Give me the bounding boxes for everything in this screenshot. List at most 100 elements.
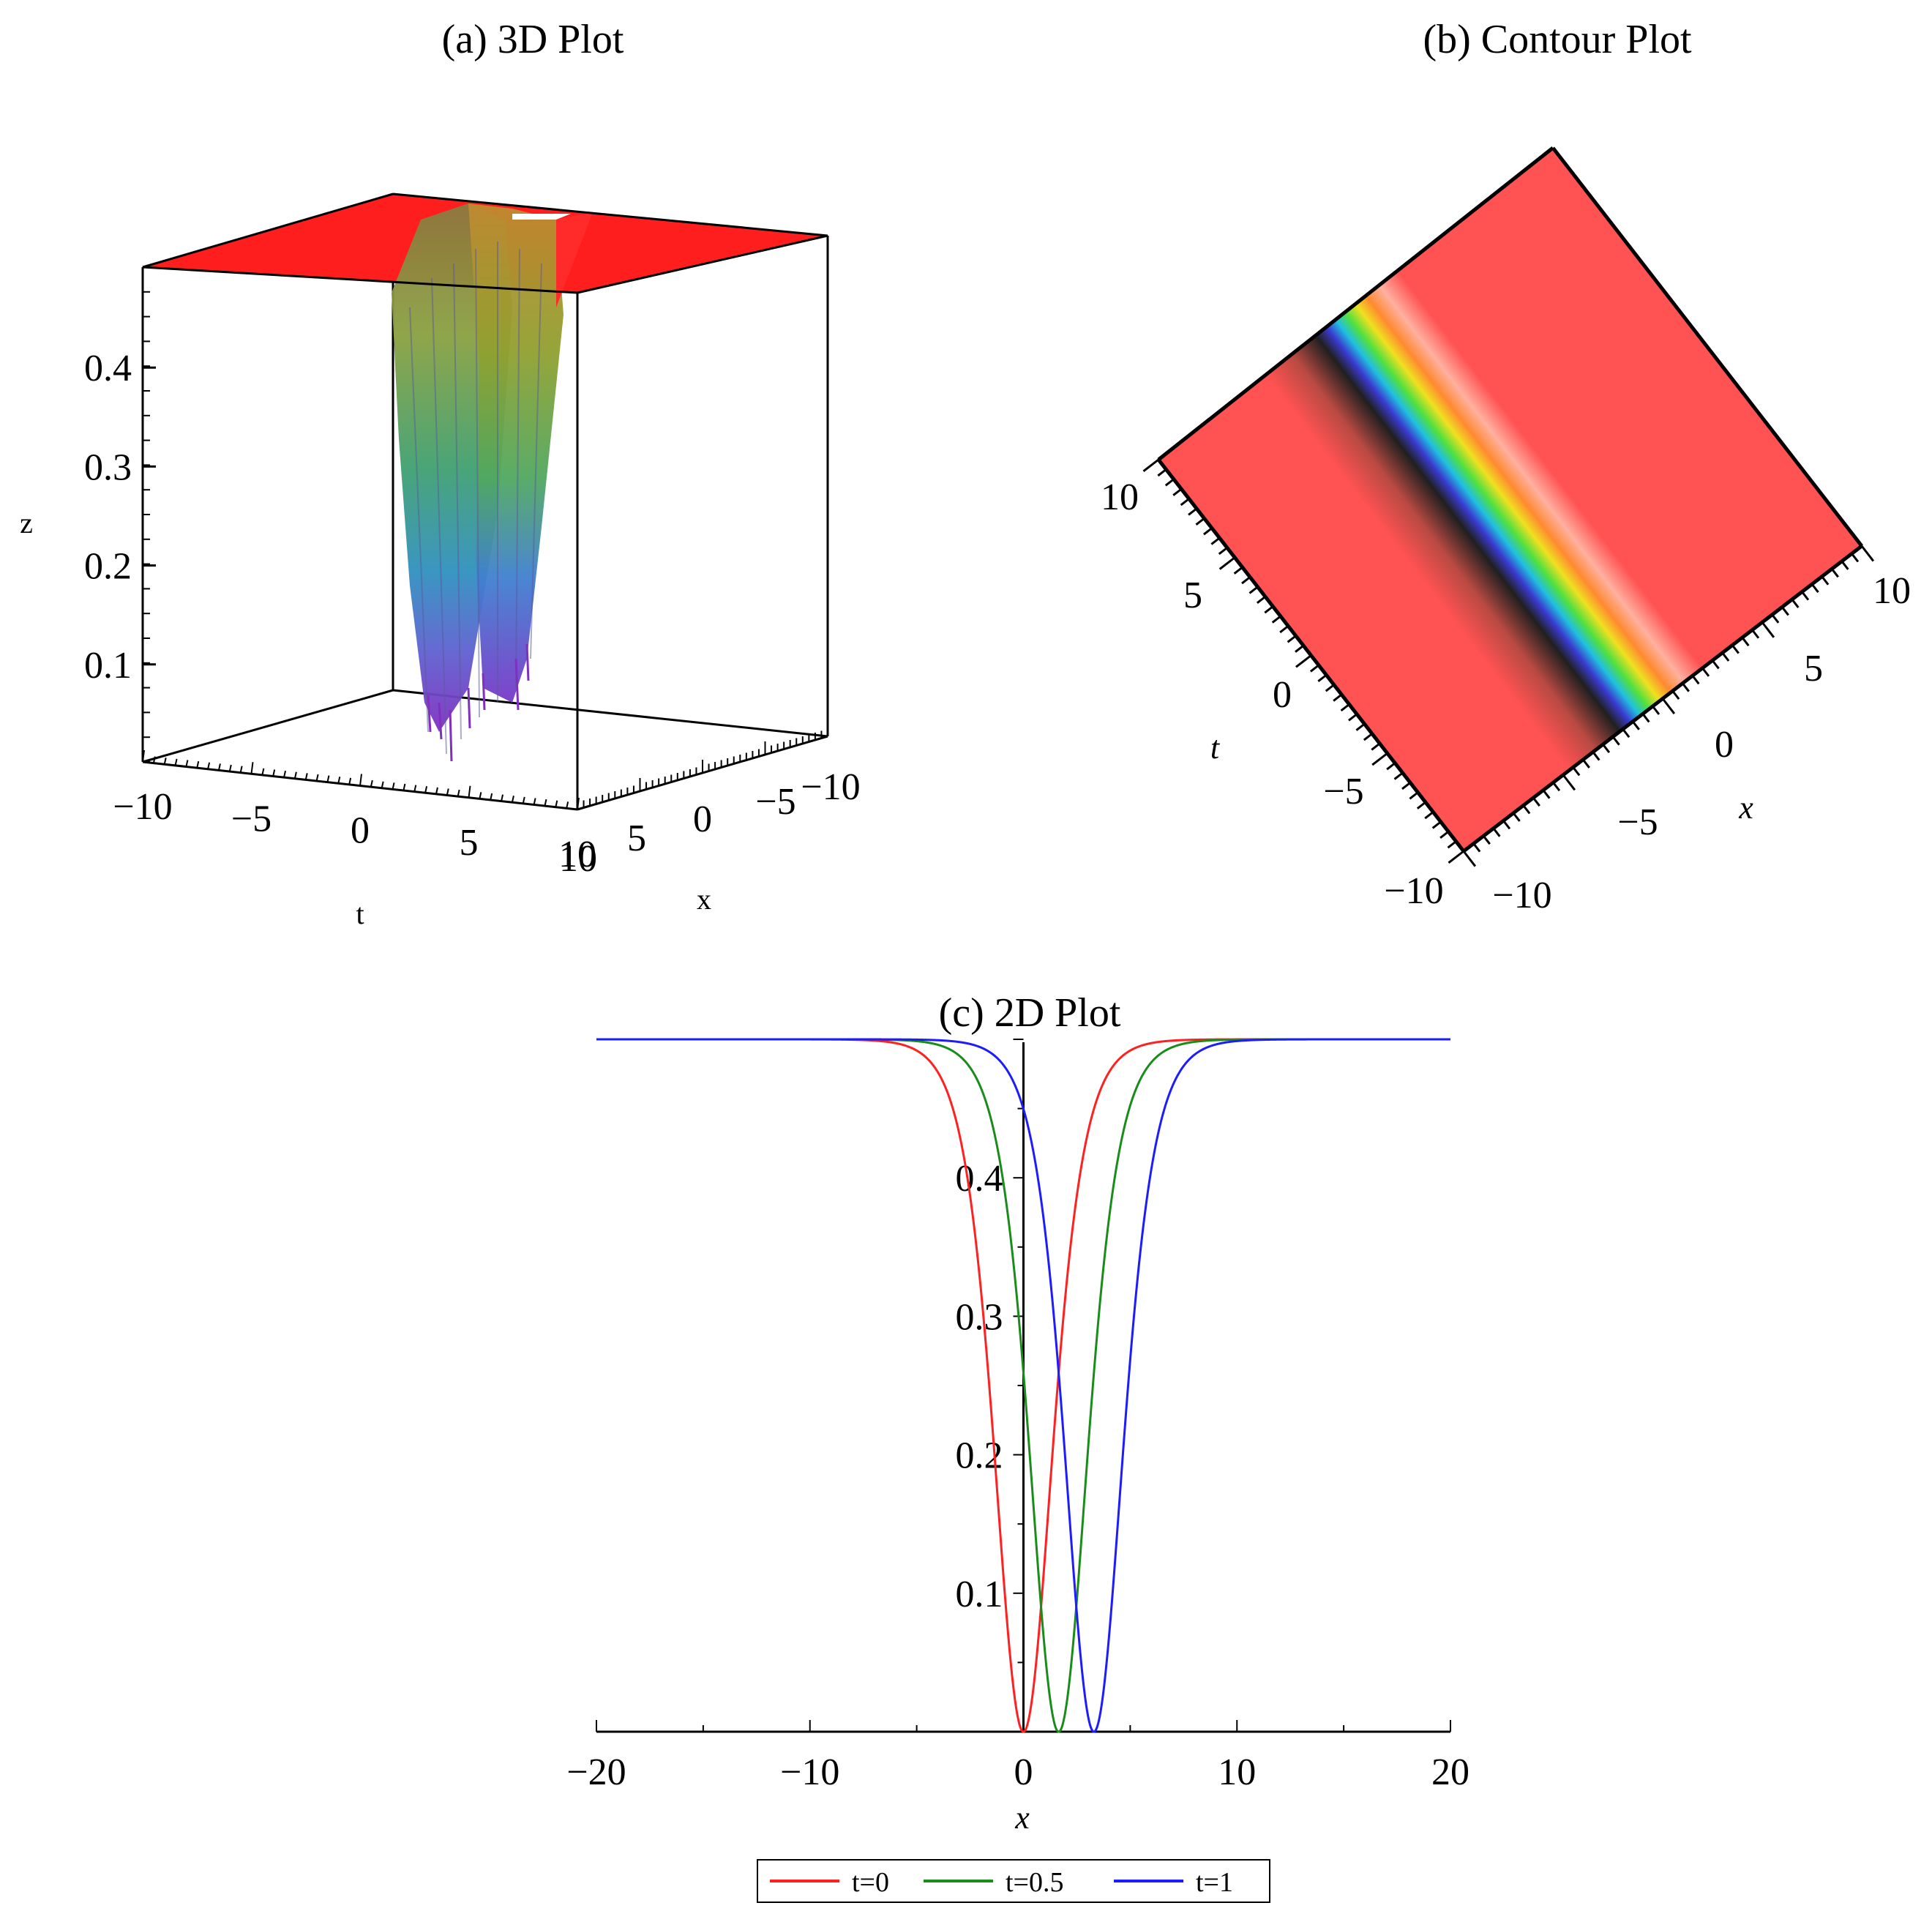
panel-c-series bbox=[596, 1038, 1450, 1733]
x-tick bbox=[1462, 850, 1477, 867]
contour-t-tick-label: 5 bbox=[1183, 575, 1202, 616]
x-tick bbox=[1821, 575, 1830, 586]
x-tick-label: −20 bbox=[566, 1751, 626, 1793]
contour-t-axis-label: t bbox=[1210, 730, 1221, 766]
t-tick bbox=[1295, 654, 1312, 668]
t-tick bbox=[1241, 576, 1251, 585]
x-tick bbox=[1641, 713, 1650, 723]
surface-spikes bbox=[427, 643, 530, 762]
x-tick bbox=[1652, 706, 1660, 715]
t-minor-tick bbox=[250, 762, 254, 774]
contour-t-tick-label: −5 bbox=[1323, 771, 1363, 812]
t-minor-tick bbox=[381, 781, 384, 788]
t-tick bbox=[1264, 605, 1274, 614]
x-tick-label: 10 bbox=[1218, 1751, 1256, 1793]
x-tick bbox=[1592, 751, 1600, 761]
t-minor-tick bbox=[261, 768, 265, 776]
t-minor-tick bbox=[446, 788, 449, 796]
t-minor-tick bbox=[370, 779, 373, 788]
t-minor-tick bbox=[511, 796, 514, 803]
x-tick bbox=[1671, 690, 1680, 700]
t-tick bbox=[1180, 498, 1190, 506]
panel-a-title: (a) 3D Plot bbox=[442, 17, 624, 62]
legend-box bbox=[757, 1859, 1270, 1903]
z-tick-label: 0.3 bbox=[84, 446, 132, 488]
t-minor-tick bbox=[468, 785, 471, 798]
t-minor-tick bbox=[522, 796, 525, 804]
z-tick-label: 0.4 bbox=[84, 348, 132, 389]
contour-x-tick-label: −5 bbox=[1617, 801, 1658, 843]
t-tick bbox=[1271, 615, 1281, 624]
x-tick bbox=[1572, 766, 1581, 777]
contour-t-tick-label: −10 bbox=[1384, 870, 1443, 912]
t-tick bbox=[1431, 820, 1442, 829]
x-tick bbox=[1781, 606, 1789, 616]
panel-3d-plot: (a) 3D Plot bbox=[20, 17, 861, 930]
x-tick bbox=[1791, 599, 1800, 608]
t-minor-tick bbox=[163, 758, 167, 765]
contour-x-tick-label: −10 bbox=[1492, 875, 1551, 916]
contour-x-axis-label: x bbox=[1738, 790, 1753, 826]
t-tick bbox=[1202, 527, 1213, 536]
x-tick-label: 5 bbox=[627, 818, 646, 859]
t-tick-label: 5 bbox=[460, 822, 479, 864]
t-minor-tick bbox=[142, 749, 145, 763]
x-tick bbox=[1721, 652, 1730, 662]
x-tick bbox=[1542, 789, 1551, 799]
surface-mesh-lines bbox=[409, 242, 542, 755]
x-tick bbox=[1602, 744, 1611, 754]
x-tick-label: 20 bbox=[1431, 1751, 1469, 1793]
t-axis-label: t bbox=[356, 897, 364, 930]
t-tick bbox=[1295, 644, 1304, 653]
x-tick-label: 0 bbox=[1014, 1751, 1033, 1793]
t-tick-label: 0 bbox=[351, 810, 370, 852]
plot-x-axis-label: x bbox=[1014, 1800, 1030, 1836]
x-tick-label: −10 bbox=[780, 1751, 839, 1793]
x-tick bbox=[1831, 568, 1839, 578]
x-tick bbox=[1801, 591, 1810, 601]
t-minor-tick bbox=[315, 774, 319, 782]
legend-label: t=0 bbox=[852, 1867, 889, 1898]
t-tick bbox=[1355, 722, 1366, 731]
contour-x-tick-label: 10 bbox=[1873, 570, 1911, 612]
t-tick bbox=[1233, 566, 1243, 575]
t-tick bbox=[1409, 791, 1419, 800]
contour-t-tick-label: 10 bbox=[1101, 476, 1139, 518]
x-tick bbox=[1512, 812, 1521, 822]
x-tick bbox=[1731, 644, 1740, 654]
t-minor-tick bbox=[544, 799, 547, 807]
x-tick bbox=[1611, 736, 1620, 746]
t-tick bbox=[1333, 693, 1343, 702]
t-tick bbox=[1188, 507, 1198, 516]
t-minor-tick bbox=[555, 800, 558, 807]
t-tick bbox=[1386, 762, 1396, 771]
legend: t=0 t=0.5 t=1 bbox=[757, 1859, 1270, 1903]
t-tick bbox=[1439, 831, 1450, 839]
t-minor-tick bbox=[435, 787, 438, 795]
t-tick bbox=[1447, 840, 1457, 849]
t-tick bbox=[1172, 487, 1183, 496]
t-minor-tick bbox=[228, 764, 232, 772]
t-tick bbox=[1142, 458, 1159, 473]
t-minor-tick bbox=[457, 789, 460, 797]
t-minor-tick bbox=[304, 773, 308, 780]
t-minor-tick bbox=[196, 760, 200, 769]
t-minor-tick bbox=[337, 777, 341, 784]
surface-plateau-slope bbox=[556, 212, 593, 307]
x-tick bbox=[1472, 842, 1481, 853]
x-tick bbox=[1661, 698, 1676, 714]
t-minor-tick bbox=[272, 769, 276, 777]
t-tick bbox=[1164, 478, 1175, 487]
t-minor-tick bbox=[501, 794, 504, 801]
panel-c-title: (c) 2D Plot bbox=[939, 990, 1121, 1036]
t-minor-tick bbox=[207, 762, 211, 769]
t-tick bbox=[1218, 556, 1236, 570]
panel-b-ticks: 10 5 0 −5 −10 10 5 0 −5 −10 bbox=[1101, 458, 1911, 916]
legend-label: t=1 bbox=[1196, 1867, 1233, 1898]
x-tick-label: 10 bbox=[559, 838, 597, 880]
x-tick bbox=[1811, 583, 1819, 594]
t-tick bbox=[1424, 811, 1434, 820]
t-minor-tick bbox=[283, 770, 287, 778]
